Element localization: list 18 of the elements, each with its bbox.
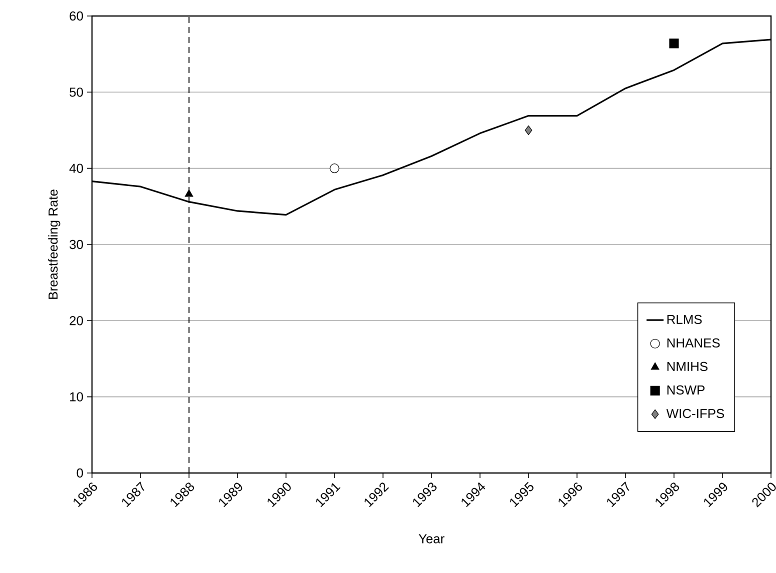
- y-axis-title: Breastfeeding Rate: [48, 190, 60, 299]
- legend-label: NMIHS: [667, 362, 708, 372]
- y-tick-label: 40: [69, 164, 83, 173]
- point: [669, 38, 679, 48]
- y-tick-label: 30: [70, 240, 83, 250]
- point: [330, 164, 340, 174]
- legend-label: WIC-IFPS: [666, 408, 724, 418]
- x-axis-title: Year: [418, 534, 444, 544]
- y-tick-label: 60: [70, 11, 83, 21]
- y-tick-label: 20: [70, 316, 83, 326]
- legend-label: NHANES: [667, 338, 720, 348]
- legend-label: RLMS: [667, 314, 702, 324]
- y-tick-label: 50: [70, 88, 83, 97]
- y-tick-label: 10: [70, 392, 83, 402]
- y-tick-label: 0: [76, 468, 83, 478]
- legend-label: NSWP: [667, 385, 705, 395]
- point: [184, 189, 194, 197]
- point: [524, 125, 532, 136]
